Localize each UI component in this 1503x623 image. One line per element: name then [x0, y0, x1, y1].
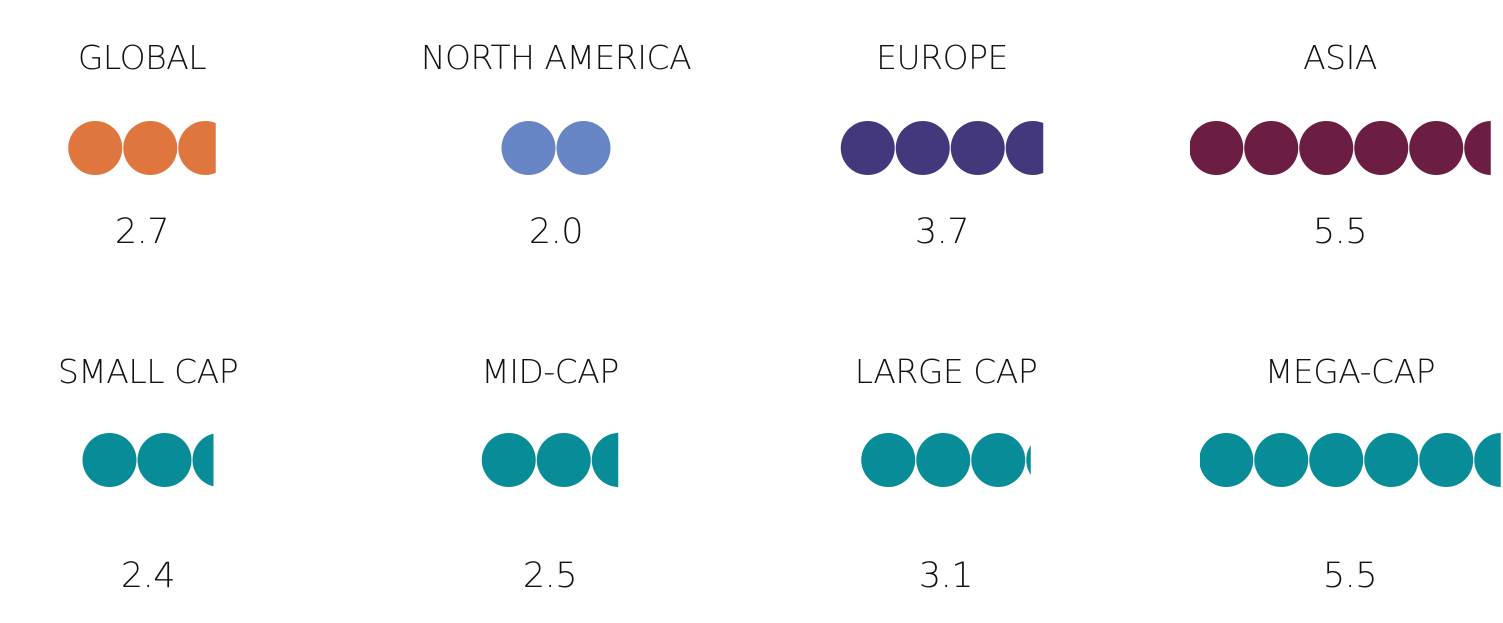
dot	[178, 121, 216, 175]
label-mega-cap: MEGA-CAP	[1264, 352, 1436, 391]
dots-asia	[1190, 121, 1491, 175]
dots-north-america	[501, 121, 611, 175]
dot	[1200, 433, 1254, 487]
label-mid-cap: MID-CAP	[481, 352, 619, 391]
dot	[1244, 121, 1299, 175]
dot	[950, 121, 1005, 175]
label-global: GLOBAL	[77, 38, 207, 77]
value-mid-cap: 2.5	[522, 556, 578, 596]
dots-small-cap	[82, 433, 214, 487]
dot	[1419, 433, 1474, 487]
dot	[1409, 121, 1464, 175]
dot	[1190, 121, 1244, 175]
dot	[82, 433, 137, 487]
label-north-america: NORTH AMERICA	[420, 38, 692, 77]
value-north-america: 2.0	[528, 212, 584, 252]
value-mega-cap: 5.5	[1322, 556, 1378, 596]
dot	[556, 121, 611, 175]
dot	[971, 433, 1026, 487]
dot	[916, 433, 971, 487]
dot	[501, 121, 556, 175]
value-global: 2.7	[114, 212, 170, 252]
dot	[68, 121, 123, 175]
dot	[861, 433, 916, 487]
dot	[536, 433, 591, 487]
dot	[1309, 433, 1364, 487]
value-asia: 5.5	[1312, 212, 1368, 252]
dots-large-cap	[861, 433, 1031, 487]
value-europe: 3.7	[914, 212, 970, 252]
dot	[1026, 445, 1031, 475]
dot	[123, 121, 178, 175]
dots-europe	[840, 121, 1044, 175]
dots-global	[68, 121, 216, 175]
dot	[192, 433, 214, 487]
dot	[1005, 121, 1044, 175]
label-large-cap: LARGE CAP	[854, 352, 1038, 391]
value-large-cap: 3.1	[918, 556, 974, 596]
label-small-cap: SMALL CAP	[57, 352, 239, 391]
dot	[1464, 121, 1491, 175]
dots-mid-cap	[481, 433, 619, 487]
dot	[591, 433, 619, 487]
dot	[1474, 433, 1501, 487]
dot	[137, 433, 192, 487]
dot	[895, 121, 950, 175]
dots-mega-cap	[1200, 433, 1501, 487]
label-europe: EUROPE	[876, 38, 1008, 77]
dot	[1354, 121, 1409, 175]
dot	[1364, 433, 1419, 487]
label-asia: ASIA	[1303, 38, 1377, 77]
value-small-cap: 2.4	[120, 556, 176, 596]
dot	[481, 433, 536, 487]
dot	[1254, 433, 1309, 487]
dot	[1299, 121, 1354, 175]
dot	[840, 121, 895, 175]
